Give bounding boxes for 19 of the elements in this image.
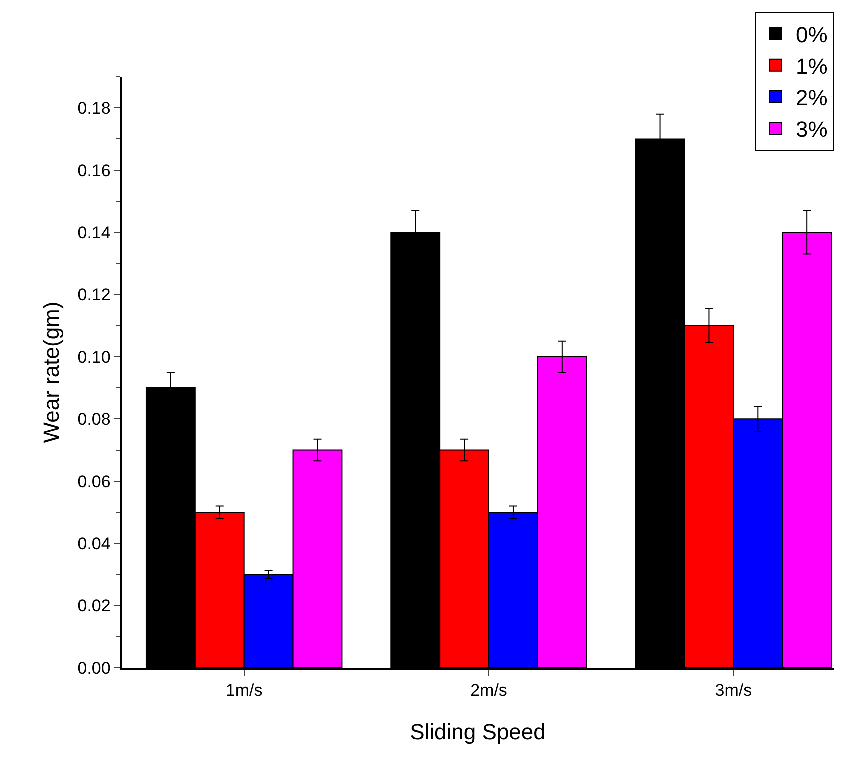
legend-label: 1% bbox=[796, 54, 828, 79]
x-tick-label: 1m/s bbox=[226, 681, 263, 700]
y-tick-label: 0.14 bbox=[78, 223, 111, 242]
y-tick-label: 0.04 bbox=[78, 534, 111, 554]
legend-label: 2% bbox=[796, 86, 828, 111]
y-tick-label: 0.10 bbox=[78, 348, 111, 367]
y-tick-label: 0.00 bbox=[78, 658, 111, 678]
y-tick-label: 0.12 bbox=[78, 286, 111, 305]
legend-label: 3% bbox=[796, 117, 828, 142]
y-tick-label: 0.18 bbox=[78, 99, 111, 118]
y-tick-label: 0.08 bbox=[78, 410, 111, 430]
y-axis-title: Wear rate(gm) bbox=[39, 302, 64, 444]
x-tick-label: 3m/s bbox=[715, 681, 752, 700]
legend-label: 0% bbox=[796, 22, 828, 48]
y-tick-label: 0.02 bbox=[78, 596, 111, 616]
y-tick-label: 0.06 bbox=[78, 472, 111, 492]
x-tick-label: 2m/s bbox=[470, 681, 508, 700]
y-tick-label: 0.16 bbox=[78, 161, 111, 180]
x-axis-title: Sliding Speed bbox=[410, 720, 546, 745]
